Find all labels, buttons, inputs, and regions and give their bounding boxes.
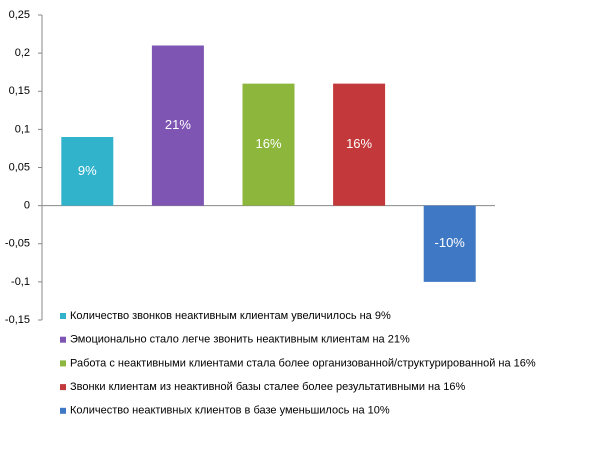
bar (151, 45, 204, 206)
value-label: 16% (255, 136, 281, 151)
y-tick-label: 0,25 (9, 9, 30, 21)
y-tick-label: 0,1 (15, 123, 30, 135)
legend-marker (60, 407, 66, 414)
legend-marker (60, 336, 66, 343)
y-tick-label: 0,05 (9, 161, 30, 173)
legend-marker (60, 384, 66, 391)
legend-marker (60, 313, 66, 319)
y-tick-label: 0,15 (9, 85, 30, 97)
value-label: 9% (78, 163, 97, 178)
bar (61, 137, 114, 206)
value-label: -10% (435, 235, 466, 250)
legend-label: Эмоционально стало легче звонить неактив… (70, 334, 410, 346)
bar (423, 205, 476, 282)
y-tick-label: 0,2 (15, 47, 30, 59)
y-tick-label: 0 (24, 200, 30, 212)
y-tick-label: -0,05 (5, 238, 30, 250)
legend-label: Звонки клиентам из неактивной базы стале… (70, 381, 466, 393)
y-tick-label: -0,1 (11, 276, 30, 288)
value-label: 16% (346, 136, 372, 151)
bar (333, 83, 386, 206)
legend-marker (60, 360, 66, 367)
y-tick-label: -0,15 (5, 314, 30, 326)
legend-label: Работа с неактивными клиентами стала бол… (70, 357, 536, 369)
legend-label: Количество звонков неактивным клиентам у… (70, 310, 391, 322)
value-label: 21% (165, 117, 191, 132)
bar (242, 83, 295, 206)
legend-label: Количество неактивных клиентов в базе ум… (70, 405, 390, 417)
